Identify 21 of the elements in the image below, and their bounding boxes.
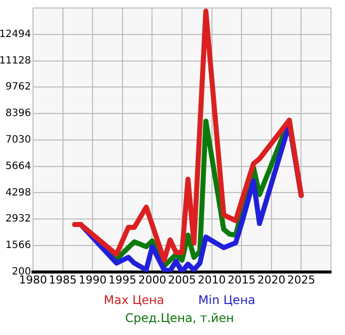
- text: Max Цена: [104, 293, 164, 308]
- y-tick-label: 8396: [6, 108, 31, 120]
- x-tick-label: 2025: [287, 273, 316, 286]
- y-tick-label: 1566: [6, 240, 31, 252]
- y-tick-label: 12494: [0, 28, 31, 40]
- y-tick-label: 7030: [6, 134, 31, 146]
- x-tick-label: 2015: [228, 273, 256, 286]
- x-tick-label: 2000: [138, 273, 166, 286]
- y-tick-label: 9762: [6, 82, 31, 93]
- x-tick-label: 1990: [78, 273, 107, 286]
- y-tick-label: 2932: [6, 214, 31, 225]
- y-tick-label: 5664: [6, 160, 31, 172]
- x-tick-label: 2010: [198, 273, 226, 286]
- x-tick-label: 1985: [48, 273, 77, 286]
- series-label: Min Цена: [198, 293, 256, 308]
- y-tick-label: 11128: [0, 55, 31, 66]
- text: Сред.Цена, т.йен: [125, 311, 234, 326]
- x-tick-label: 1995: [108, 273, 136, 286]
- y-tick-label: 4298: [6, 187, 31, 198]
- x-tick-label: 2005: [168, 273, 196, 286]
- x-tick-label: 2020: [257, 273, 286, 286]
